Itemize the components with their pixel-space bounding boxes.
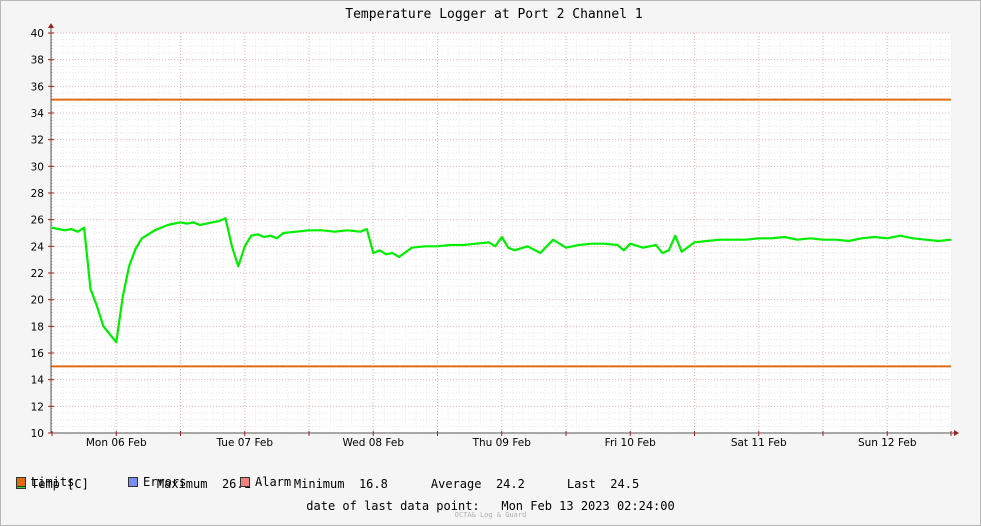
x-tick-label: Fri 10 Feb — [605, 437, 656, 449]
stat-minimum-value: 16.8 — [358, 477, 388, 491]
y-tick-label: 14 — [31, 375, 45, 387]
y-tick-label: 34 — [31, 108, 45, 120]
x-tick-label: Thu 09 Feb — [472, 437, 532, 449]
y-tick-label: 28 — [31, 188, 44, 200]
last-data-point-label: date of last data point: — [306, 499, 480, 513]
y-tick-label: 22 — [31, 268, 44, 280]
legend-temp-label: Temp [C] — [31, 477, 89, 491]
x-tick-label: Sat 11 Feb — [731, 437, 787, 449]
y-tick-label: 40 — [31, 28, 44, 40]
limits-swatch — [16, 477, 26, 487]
grid-lines — [51, 32, 952, 434]
series-layer — [51, 217, 952, 344]
stat-maximum-label: Maximum — [156, 477, 208, 491]
alarm-swatch — [240, 477, 250, 487]
temperature-series-line — [51, 217, 952, 344]
watermark: OCTA& Log & Guard — [454, 511, 527, 519]
y-tick-label: 30 — [31, 161, 44, 173]
x-tick-label: Mon 06 Feb — [86, 437, 147, 449]
y-tick-label: 32 — [31, 135, 44, 147]
y-axis-arrow-icon — [48, 23, 54, 28]
y-tick-label: 24 — [31, 241, 45, 253]
y-tick-label: 16 — [31, 348, 45, 360]
last-data-point-value: Mon Feb 13 2023 02:24:00 — [501, 499, 675, 513]
stat-minimum: Minimum 16.8 — [265, 463, 402, 505]
legend-limits-label: Limits — [31, 475, 75, 489]
x-tick-label: Tue 07 Feb — [215, 437, 273, 449]
legend-row-2: Limits Errors Alarm — [16, 475, 291, 489]
y-tick-label: 36 — [31, 81, 45, 93]
legend-alarm: Alarm — [240, 475, 291, 489]
legend-limits: Limits — [16, 475, 128, 489]
stat-average: Average 24.2 — [402, 463, 538, 505]
axes — [48, 23, 959, 436]
legend-errors: Errors — [128, 475, 240, 489]
stat-last-label: Last — [566, 477, 596, 491]
stat-average-value: 24.2 — [495, 477, 525, 491]
x-tick-labels: Mon 06 Feb Tue 07 Feb Wed 08 Feb Thu 09 Feb… — [86, 437, 917, 449]
legend-alarm-label: Alarm — [255, 475, 292, 489]
stat-average-label: Average — [430, 477, 482, 491]
x-tick-label: Wed 08 Feb — [342, 437, 404, 449]
x-tick-label: Sun 12 Feb — [858, 437, 917, 449]
y-tick-label: 26 — [31, 215, 45, 227]
legend-row-1: Temp [C] Maximum 26.1 Minimum 16.8 Avera… — [16, 463, 639, 505]
y-tick-label: 38 — [31, 55, 44, 67]
x-axis-arrow-icon — [954, 430, 959, 436]
y-tick-label: 20 — [31, 295, 44, 307]
limit-lines — [51, 98, 951, 368]
chart-title: Temperature Logger at Port 2 Channel 1 — [345, 7, 642, 22]
last-data-point: date of last data point: Mon Feb 13 2023… — [0, 499, 981, 513]
y-tick-labels: 10 12 14 16 18 20 22 24 26 28 30 32 34 36 38 40 — [31, 28, 45, 440]
y-tick-label: 12 — [31, 401, 44, 413]
legend-errors-label: Errors — [143, 475, 187, 489]
stat-minimum-label: Minimum — [293, 477, 345, 491]
stat-last-value: 24.5 — [610, 477, 640, 491]
errors-swatch — [128, 477, 138, 487]
stat-last: Last 24.5 — [538, 463, 639, 505]
y-tick-label: 10 — [31, 428, 44, 440]
y-tick-label: 18 — [31, 321, 44, 333]
